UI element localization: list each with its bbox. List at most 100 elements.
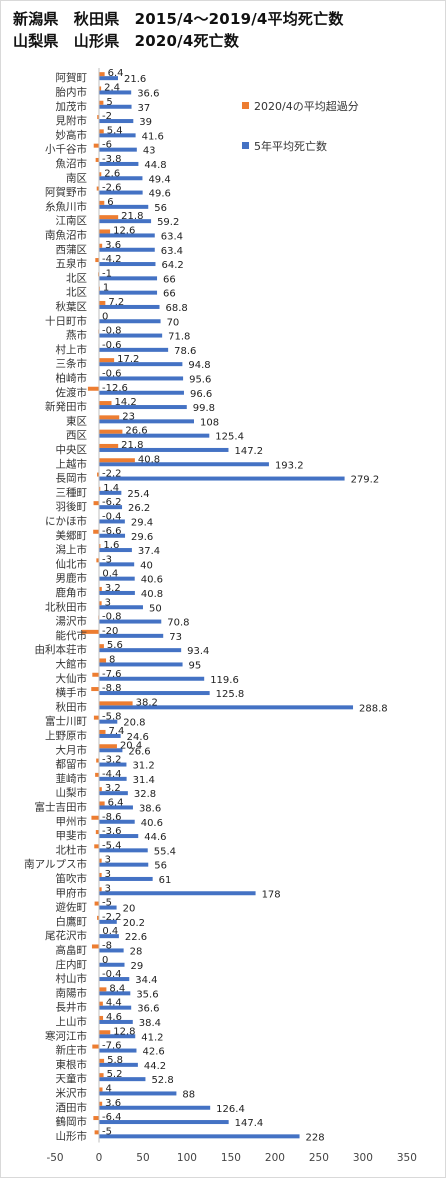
avg-bar [99,477,345,481]
avg-data-label: 178 [262,889,281,900]
category-label: 白鷹町 [56,915,88,928]
category-label: 山梨市 [56,786,88,799]
category-label: 村山市 [56,972,88,985]
avg-data-label: 25.4 [127,489,149,500]
category-label: 三種町 [56,486,88,499]
excess-data-label: -2.2 [102,469,122,480]
category-label: 秋田市 [56,700,88,713]
avg-data-label: 29.6 [131,532,153,543]
excess-data-label: 4.6 [106,1012,122,1023]
excess-data-label: 38.2 [136,697,158,708]
category-label: 山形市 [56,1129,88,1142]
excess-data-label: -0.6 [102,340,122,351]
excess-bar [91,687,99,691]
category-label: 五泉市 [56,257,88,270]
avg-data-label: 20.2 [123,918,145,929]
avg-data-label: 96.6 [190,389,212,400]
excess-data-label: 1.6 [103,540,119,551]
avg-data-label: 26.2 [128,503,150,514]
excess-data-label: 0.4 [102,926,118,937]
excess-data-label: 5.8 [107,1055,123,1066]
excess-data-label: 40.8 [138,454,160,465]
category-label: 南魚沼市 [45,228,87,241]
avg-bar [99,105,132,109]
avg-data-label: 44.2 [144,1061,166,1072]
excess-data-label: 3.6 [105,1098,121,1109]
excess-data-label: -8.6 [102,812,122,823]
avg-data-label: 49.4 [148,174,170,185]
x-tick-label: 50 [136,1152,149,1164]
avg-data-label: 68.8 [166,303,188,314]
x-tick-label: 300 [353,1152,373,1164]
category-label: 羽後町 [56,500,88,513]
excess-data-label: 23 [122,411,135,422]
excess-data-label: 8 [109,654,115,665]
category-label: 北区 [66,272,87,284]
category-label: 甲州市 [56,815,88,828]
avg-data-label: 34.4 [135,975,157,986]
avg-data-label: 31.4 [133,775,155,786]
category-label: 阿賀野市 [45,186,87,199]
avg-bar [99,405,187,409]
excess-data-label: 4 [106,1083,112,1094]
excess-data-label: 4.4 [106,998,122,1009]
excess-bar [92,1045,99,1049]
excess-data-label: -5 [102,898,112,909]
category-label: 都留市 [56,758,88,771]
avg-bar [99,419,194,423]
excess-data-label: -0.4 [102,969,122,980]
excess-bar [99,72,105,76]
legend-label: 5年平均死亡数 [254,139,327,153]
x-tick-label: 100 [177,1152,197,1164]
excess-data-label: -0.4 [102,511,122,522]
excess-bar [95,1130,99,1134]
excess-bar [99,358,114,362]
avg-data-label: 41.6 [142,131,164,142]
category-label: 潟上市 [56,543,88,556]
excess-bar [99,1016,103,1020]
category-label: 柏崎市 [56,371,88,384]
x-tick-label: 150 [221,1152,241,1164]
avg-data-label: 38.4 [139,1018,161,1029]
category-label: 南陽市 [56,986,88,999]
avg-data-label: 32.8 [134,789,156,800]
x-tick-label: 350 [397,1152,417,1164]
category-label: 能代市 [56,629,88,642]
excess-data-label: -2.2 [102,912,122,923]
avg-data-label: 78.6 [174,346,196,357]
avg-data-label: 66 [163,274,176,285]
excess-data-label: 2.4 [104,82,120,93]
avg-data-label: 94.8 [188,360,210,371]
avg-data-label: 88 [182,1089,195,1100]
legend-swatch [242,102,249,109]
excess-data-label: -0.8 [102,326,122,337]
avg-data-label: 37.4 [138,546,160,557]
category-label: 十日町市 [45,314,87,327]
avg-data-label: 125.8 [216,689,245,700]
excess-bar [95,902,99,906]
category-label: 新庄市 [56,1044,88,1057]
avg-bar [99,462,269,466]
avg-data-label: 26.6 [128,746,150,757]
avg-data-label: 40.8 [141,589,163,600]
category-label: 横手市 [56,686,88,699]
avg-data-label: 66 [163,289,176,300]
avg-data-label: 126.4 [216,1104,245,1115]
avg-data-label: 70.8 [167,618,189,629]
avg-data-label: 55.4 [154,846,176,857]
excess-data-label: 0 [102,955,108,966]
category-label: 見附市 [56,114,88,127]
excess-bar [99,229,110,233]
excess-data-label: -2 [102,111,112,122]
excess-bar [94,844,99,848]
excess-data-label: 21.8 [121,211,143,222]
category-label: 北区 [66,287,87,299]
avg-data-label: 50 [149,603,162,614]
excess-bar [99,644,104,648]
category-label: 上山市 [56,1015,88,1028]
excess-data-label: -7.6 [102,669,122,680]
excess-bar [95,773,99,777]
excess-bar [99,801,105,805]
excess-data-label: 3.6 [105,240,121,251]
